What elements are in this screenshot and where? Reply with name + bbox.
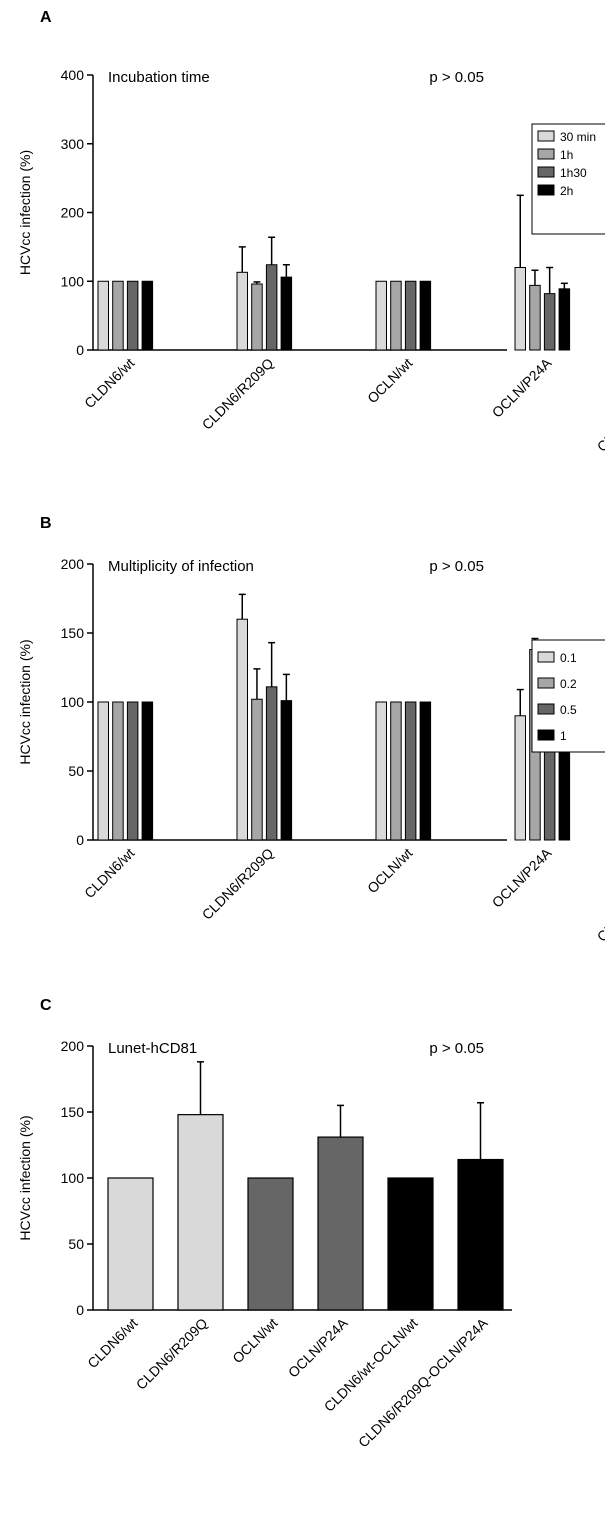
bar-1h30-0 [126,280,139,351]
y-tick-label: 0 [76,342,84,358]
y-tick-label: 150 [61,625,85,641]
bar-3 [317,1136,364,1311]
legend-swatch [537,703,555,715]
bar-0.5-1 [265,686,278,841]
category-label: OCLN/P24A [489,354,555,420]
bar-0.5-0 [126,701,139,841]
bar-1h-1 [251,283,263,351]
chart-panel-b: B 0 50 100 150 200 HCVcc infection (%) Multipli… [17,515,605,945]
y-tick-label: 200 [61,1038,85,1054]
y-tick-label: 100 [61,273,85,289]
bar-1h-3 [529,284,541,351]
bar-30-min-1 [236,271,248,351]
bar-0.1-3 [514,715,526,841]
category-label: CLDN6/wt [81,355,138,412]
chart-title: Multiplicity of infection [108,558,254,575]
category-label: CLDN6/R209Q [199,355,277,433]
chart-title: Incubation time [108,69,210,86]
chart-title: Lunet-hCD81 [108,1040,197,1057]
bar-2h-0 [141,280,154,351]
legend-label: 0.2 [560,677,577,691]
category-label: CLDN6/wt-OCLN/wt [594,355,605,455]
legend-swatch [537,651,555,663]
bar-30-min-0 [97,280,109,351]
bar-5 [457,1158,504,1311]
bar-30-min-3 [514,267,526,351]
legend-label: 1 [560,729,567,743]
bar-1-2 [419,701,432,841]
legend-label: 0.5 [560,703,577,717]
category-label: OCLN/P24A [285,1314,351,1380]
bar-2h-1 [280,276,293,351]
y-axis-title: HCVcc infection (%) [17,1115,33,1240]
bar-0.2-1 [251,698,263,841]
legend-label: 0.1 [560,651,577,665]
category-label: CLDN6/R209Q [199,845,277,923]
bar-0.1-1 [236,618,248,841]
p-value-annotation: p > 0.05 [429,1040,484,1057]
y-tick-label: 400 [61,67,85,83]
bar-0.1-2 [375,701,387,841]
bar-1h30-3 [543,293,556,351]
y-tick-label: 200 [61,556,85,572]
y-tick-label: 150 [61,1104,85,1120]
category-label: OCLN/wt [364,355,416,407]
bar-2h-2 [419,280,432,351]
legend-label: 30 min [560,130,596,144]
y-tick-label: 50 [68,763,84,779]
legend-swatch [537,166,555,178]
category-label: CLDN6/wt [81,845,138,902]
chart-panel-c: C 0 50 100 150 200 HCVcc infection (%) Lunet-hC… [17,997,512,1450]
legend-swatch [537,729,555,741]
bar-1h30-1 [265,264,278,351]
category-label: OCLN/wt [364,845,416,897]
legend-swatch [537,130,555,142]
legend-swatch [537,148,555,160]
bar-1h-0 [112,280,124,351]
chart-panel-a: A 0 100 200 300 400 HCVcc infection (%) Incubat… [17,9,605,455]
category-label: CLDN6/R209Q-OCLN/P24A [355,1314,491,1450]
y-axis-title: HCVcc infection (%) [17,150,33,275]
bar-0 [107,1177,154,1311]
bar-1h-2 [390,280,402,351]
y-tick-label: 200 [61,205,85,221]
bar-0.2-2 [390,701,402,841]
category-label: OCLN/wt [229,1315,281,1367]
panel-letter: A [40,9,52,26]
bar-2h-3 [558,288,571,351]
bar-1 [177,1114,224,1311]
category-label: CLDN6/R209Q [133,1315,211,1393]
y-tick-label: 0 [76,1302,84,1318]
y-tick-label: 300 [61,136,85,152]
bar-0.1-0 [97,701,109,841]
bar-2 [247,1177,294,1311]
y-tick-label: 100 [61,1170,85,1186]
legend-label: 2h [560,184,573,198]
panel-letter: B [40,515,52,532]
y-tick-label: 100 [61,694,85,710]
bar-30-min-2 [375,280,387,351]
p-value-annotation: p > 0.05 [429,558,484,575]
bar-0.5-2 [404,701,417,841]
y-axis-title: HCVcc infection (%) [17,639,33,764]
bar-0.2-0 [112,701,124,841]
legend-label: 1h30 [560,166,587,180]
bar-1-1 [280,700,293,841]
category-label: CLDN6/wt [84,1315,141,1372]
category-label: CLDN6/wt-OCLN/wt [594,845,605,945]
legend-swatch [537,184,555,196]
category-label: OCLN/P24A [489,844,555,910]
legend-swatch [537,677,555,689]
bar-4 [387,1177,434,1311]
panel-letter: C [40,997,52,1014]
legend-label: 1h [560,148,573,162]
bar-1h30-2 [404,280,417,351]
p-value-annotation: p > 0.05 [429,69,484,86]
y-tick-label: 50 [68,1236,84,1252]
legend-box [531,123,605,235]
bar-1-0 [141,701,154,841]
y-tick-label: 0 [76,832,84,848]
